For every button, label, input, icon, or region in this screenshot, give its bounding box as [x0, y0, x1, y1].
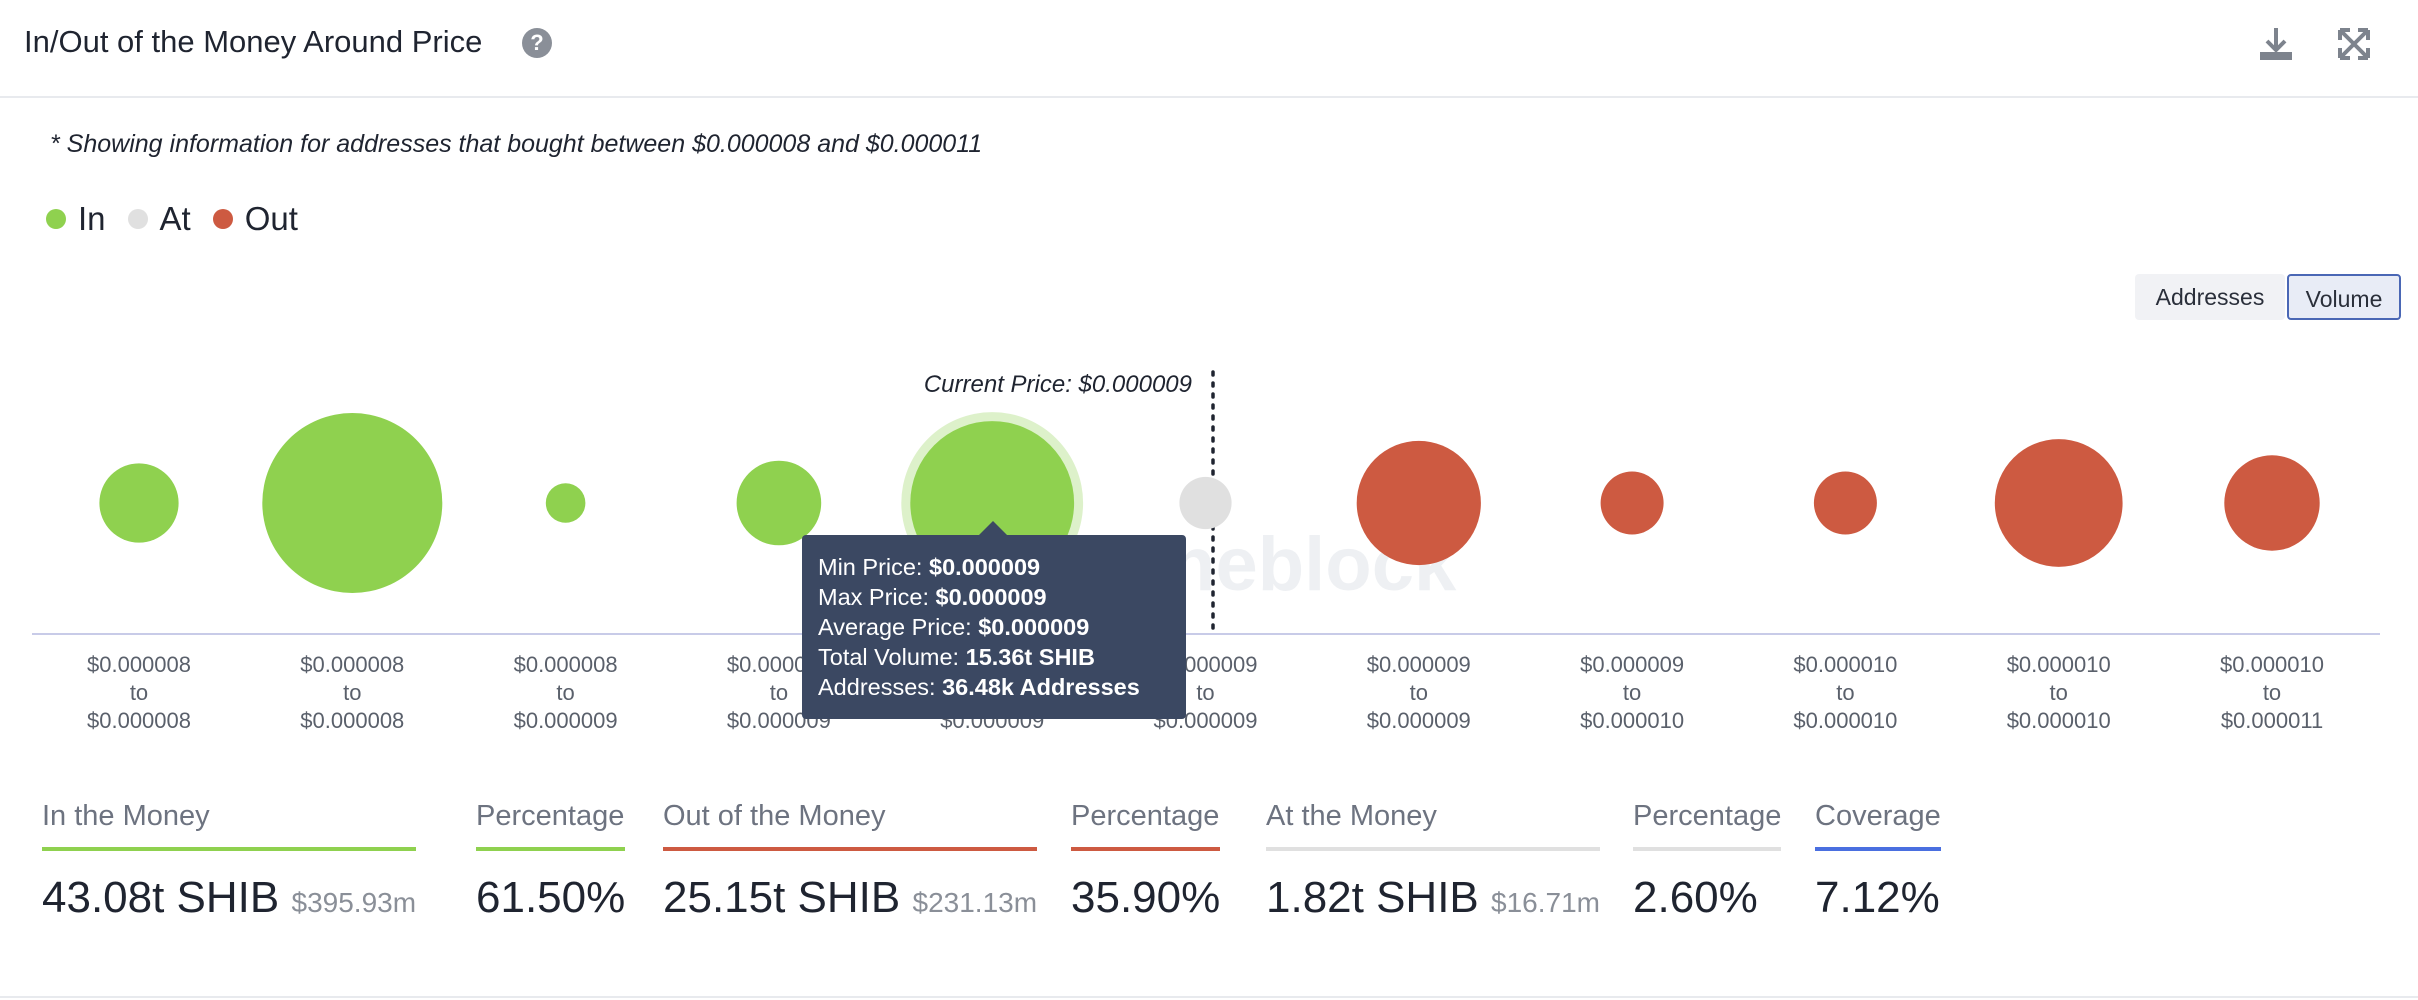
x-tick-label: to: [2263, 680, 2281, 705]
expand-icon[interactable]: [2330, 20, 2378, 68]
stat-in-the-money: In the Money 43.08t SHIB $395.93m: [42, 800, 417, 923]
x-axis-labels: $0.000008 to $0.000008 $0.000008 to $0.000008…: [87, 652, 2324, 733]
tooltip-min-price: Min Price: $0.000009: [818, 554, 1041, 580]
bubble-at[interactable]: [1179, 476, 1232, 530]
x-tick-label: to: [130, 680, 148, 705]
stat-label: Percentage: [1633, 800, 1782, 851]
addresses-toggle[interactable]: Addresses: [2135, 274, 2285, 320]
x-tick-label: to: [770, 680, 788, 705]
x-tick-label: to: [556, 680, 574, 705]
x-tick-label: to: [343, 680, 361, 705]
volume-toggle[interactable]: Volume: [2287, 274, 2401, 320]
footer-divider: [0, 996, 2418, 998]
tooltip-arrow: [979, 521, 1007, 535]
legend-label-out: Out: [244, 200, 298, 237]
stat-label: Out of the Money: [663, 800, 1038, 851]
stat-label: In the Money: [42, 800, 417, 851]
x-tick-label: to: [1623, 680, 1641, 705]
panel-title: In/Out of the Money Around Price: [24, 24, 483, 59]
x-tick-label: $0.000008: [300, 708, 404, 733]
bubble-in[interactable]: [99, 463, 179, 543]
stat-value: 43.08t SHIB $395.93m: [42, 873, 417, 922]
tooltip-total-volume: Total Volume: 15.36t SHIB: [818, 644, 1095, 670]
stat-at-the-money: At the Money 1.82t SHIB $16.71m: [1266, 800, 1600, 923]
stat-label: Percentage: [476, 800, 626, 851]
stat-value: 1.82t SHIB $16.71m: [1266, 873, 1600, 922]
stat-in-percentage: Percentage 61.50%: [476, 800, 626, 923]
stat-at-percentage: Percentage 2.60%: [1633, 800, 1782, 923]
stat-coverage: Coverage 7.12%: [1815, 800, 1941, 923]
bubble-in[interactable]: [545, 483, 586, 523]
stat-label: At the Money: [1266, 800, 1600, 851]
bubble-out[interactable]: [1356, 440, 1481, 566]
stat-label: Coverage: [1815, 800, 1941, 851]
bubble-out[interactable]: [2224, 455, 2320, 551]
x-tick-label: $0.000010: [1793, 708, 1897, 733]
x-tick-label: $0.000008: [87, 708, 191, 733]
legend-item-in[interactable]: In: [46, 200, 106, 238]
x-tick-label: $0.000009: [1367, 652, 1471, 677]
chart-legend: In At Out: [46, 200, 320, 238]
bubble-in[interactable]: [736, 460, 822, 546]
x-tick-label: $0.000010: [2220, 652, 2324, 677]
current-price-label: Current Price: $0.000009: [924, 371, 1192, 398]
download-icon[interactable]: [2252, 20, 2300, 68]
x-tick-label: $0.000010: [1793, 652, 1897, 677]
bubble-in[interactable]: [262, 413, 443, 593]
stat-value: 7.12%: [1815, 873, 1940, 922]
x-tick-label: $0.000011: [2221, 708, 2323, 733]
x-tick-label: $0.000009: [514, 708, 618, 733]
x-tick-label: to: [2050, 680, 2068, 705]
x-tick-label: $0.000008: [87, 652, 191, 677]
tooltip-addresses: Addresses: 36.48k Addresses: [818, 674, 1140, 700]
legend-label-in: In: [78, 200, 106, 237]
bubble-out[interactable]: [1600, 471, 1664, 535]
legend-dot-out: [212, 209, 233, 229]
bubble-chart: theblock Current Price: $0.000009 $0.000…: [32, 370, 2380, 733]
legend-dot-in: [46, 209, 66, 229]
legend-label-at: At: [159, 200, 191, 237]
stat-label: Percentage: [1071, 800, 1221, 851]
x-tick-label: $0.000010: [1580, 708, 1684, 733]
tooltip-max-price: Max Price: $0.000009: [818, 584, 1047, 610]
x-tick-label: to: [1836, 680, 1854, 705]
stat-value: 61.50%: [476, 873, 626, 922]
x-tick-label: to: [1410, 680, 1428, 705]
legend-item-at[interactable]: At: [127, 200, 191, 238]
bubble-out[interactable]: [1813, 471, 1877, 535]
stat-value: 35.90%: [1071, 873, 1221, 922]
stat-out-of-the-money: Out of the Money 25.15t SHIB $231.13m: [663, 800, 1038, 923]
x-tick-label: $0.000010: [2007, 708, 2111, 733]
range-note: * Showing information for addresses that…: [50, 130, 983, 158]
stat-out-percentage: Percentage 35.90%: [1071, 800, 1221, 923]
x-tick-label: $0.000008: [514, 652, 618, 677]
x-tick-label: $0.000010: [2007, 652, 2111, 677]
legend-dot-at: [127, 209, 148, 229]
x-tick-label: to: [1196, 680, 1214, 705]
x-tick-label: $0.000009: [1367, 708, 1471, 733]
panel-header: In/Out of the Money Around Price ?: [0, 0, 2418, 98]
bubble-out[interactable]: [1994, 439, 2123, 567]
bubble-tooltip: Min Price: $0.000009 Max Price: $0.00000…: [802, 535, 1186, 719]
legend-item-out[interactable]: Out: [212, 200, 298, 238]
x-tick-label: $0.000009: [1580, 652, 1684, 677]
x-tick-label: $0.000008: [300, 652, 404, 677]
help-icon[interactable]: ?: [522, 28, 552, 58]
tooltip-avg-price: Average Price: $0.000009: [818, 614, 1090, 640]
stat-value: 2.60%: [1633, 873, 1758, 922]
stat-value: 25.15t SHIB $231.13m: [663, 873, 1038, 922]
